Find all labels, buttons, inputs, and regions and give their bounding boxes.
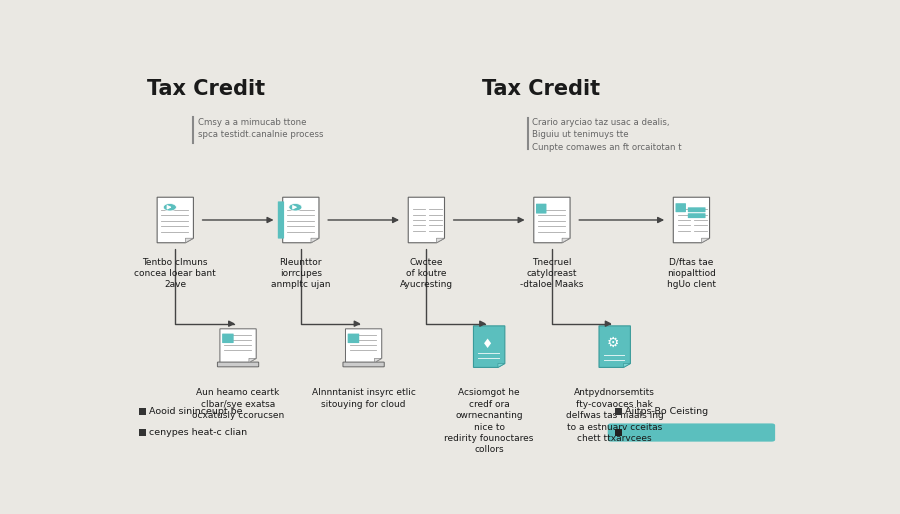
Text: Aiitps-Bo Ceisting: Aiitps-Bo Ceisting [626,407,708,416]
FancyBboxPatch shape [676,203,686,212]
Text: Aooid sininceupt be: Aooid sininceupt be [149,407,243,416]
Polygon shape [562,238,570,243]
FancyBboxPatch shape [218,362,258,367]
Text: Alnnntanist insyrc etlic
sitouying for cloud: Alnnntanist insyrc etlic sitouying for c… [311,388,416,409]
Circle shape [289,204,302,211]
Polygon shape [673,197,709,243]
Text: cenypes heat-c clian: cenypes heat-c clian [149,428,248,436]
Text: Musadt Mezindtes: Musadt Mezindtes [626,428,711,436]
Polygon shape [599,326,630,368]
Bar [139,429,146,436]
Text: Tax Credit: Tax Credit [148,80,266,100]
Text: Tentbo clmuns
concea loear bant
2ave: Tentbo clmuns concea loear bant 2ave [134,258,216,289]
Text: ⚙: ⚙ [607,336,619,350]
Text: D/ftas tae
niopalttiod
hgUo clent: D/ftas tae niopalttiod hgUo clent [667,258,716,289]
Polygon shape [185,238,193,243]
Polygon shape [436,238,445,243]
Text: Crario aryciao taz usac a dealis,
Biguiu ut tenimuys tte
Cunpte comawes an ft or: Crario aryciao taz usac a dealis, Biguiu… [533,118,682,152]
Polygon shape [249,358,256,362]
FancyBboxPatch shape [608,424,775,442]
Polygon shape [473,326,505,368]
Text: Cmsy a a mimucab ttone
spca testidt.canalnie process: Cmsy a a mimucab ttone spca testidt.cana… [198,118,323,139]
FancyBboxPatch shape [688,207,706,212]
FancyBboxPatch shape [347,334,359,343]
Text: Aun heamo ceartk
clbar/sye exatsa
ocxatusly ccorucsen: Aun heamo ceartk clbar/sye exatsa ocxatu… [192,388,284,420]
FancyBboxPatch shape [222,334,234,343]
Polygon shape [346,329,382,362]
Polygon shape [534,197,570,243]
Polygon shape [283,197,319,243]
Polygon shape [311,238,319,243]
Bar [139,408,146,415]
Polygon shape [409,197,445,243]
Polygon shape [220,329,256,362]
Text: Tnecruel
catyloreast
-dtaloe Maaks: Tnecruel catyloreast -dtaloe Maaks [520,258,583,289]
Polygon shape [374,358,382,362]
Polygon shape [498,363,505,368]
Text: Antpydnorsemtits
fty-covaoces hak
delfwas tas hiaals ing
to a estnuarv cceitas
c: Antpydnorsemtits fty-covaoces hak delfwa… [566,388,663,443]
FancyBboxPatch shape [278,201,284,238]
Bar [615,429,622,436]
FancyBboxPatch shape [536,204,546,213]
Circle shape [163,204,176,211]
Text: Rleunttor
iorrcupes
anmpltc ujan: Rleunttor iorrcupes anmpltc ujan [271,258,330,289]
Text: Tax Credit: Tax Credit [482,80,600,100]
Polygon shape [158,197,194,243]
Text: Cwctee
of koutre
Ayucresting: Cwctee of koutre Ayucresting [400,258,453,289]
Bar [615,408,622,415]
Polygon shape [702,238,709,243]
FancyBboxPatch shape [343,362,384,367]
Text: Acsiomgot he
credf ora
owrnecnanting
nice to
redirity founoctares
collors: Acsiomgot he credf ora owrnecnanting nic… [445,388,534,454]
FancyBboxPatch shape [688,213,706,218]
Text: ♦: ♦ [482,338,493,351]
Polygon shape [624,363,630,368]
